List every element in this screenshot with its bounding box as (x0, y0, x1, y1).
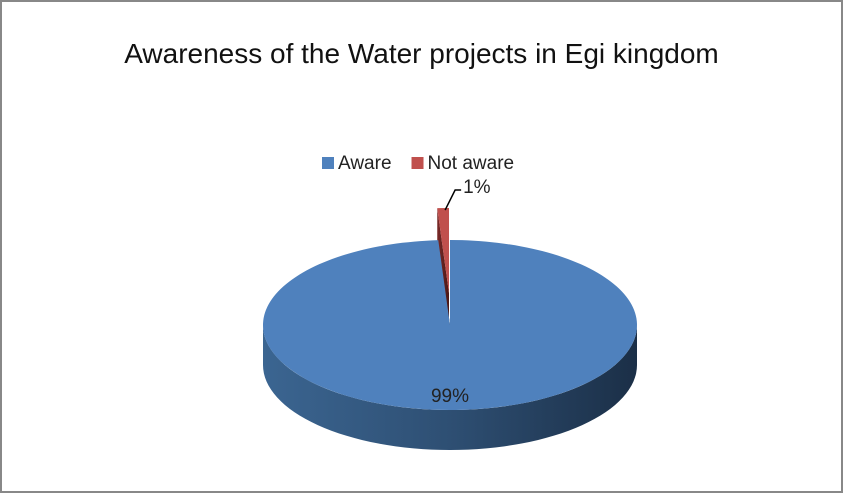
leader-line (444, 189, 462, 211)
data-label: 1% (463, 177, 491, 198)
chart-title: Awareness of the Water projects in Egi k… (124, 38, 719, 69)
slice (262, 240, 637, 410)
title-box: Awareness of the Water projects in Egi k… (124, 38, 719, 69)
legend-swatch (322, 157, 334, 169)
legend-label: Aware (338, 153, 392, 174)
slice-side (263, 325, 637, 450)
slice (437, 208, 449, 294)
legend-label: Not aware (428, 153, 515, 174)
data-label: 99% (431, 386, 469, 407)
legend-swatch (411, 157, 424, 169)
